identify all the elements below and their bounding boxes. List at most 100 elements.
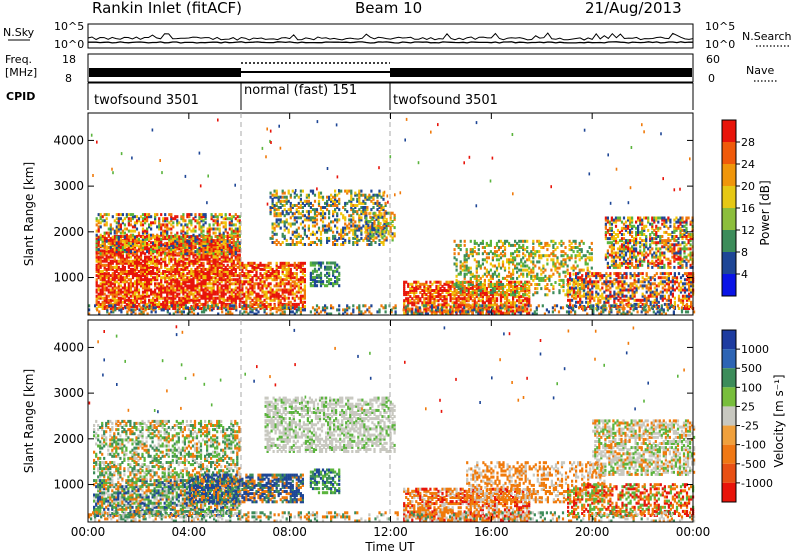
echo-cell	[403, 280, 406, 284]
echo-cell	[182, 239, 185, 243]
echo-cell	[293, 280, 296, 284]
echo-cell	[236, 280, 239, 284]
echo-cell	[198, 278, 201, 282]
echo-cell	[283, 234, 286, 238]
echo-cell	[299, 296, 302, 300]
echo-cell	[445, 303, 448, 307]
echo-cell	[365, 211, 368, 215]
echo-cell	[164, 300, 167, 304]
echo-cell	[95, 280, 98, 284]
echo-cell	[218, 261, 221, 265]
echo-cell	[291, 206, 294, 209]
echo-cell	[269, 276, 272, 280]
echo-cell	[259, 288, 262, 292]
echo-cell	[184, 257, 187, 261]
echo-cell	[289, 292, 292, 296]
echo-cell	[129, 286, 132, 290]
echo-cell	[285, 226, 288, 230]
echo-cell	[378, 189, 381, 193]
echo-cell	[465, 266, 468, 270]
echo-cell	[180, 243, 183, 247]
echo-cell	[380, 234, 383, 238]
echo-cell	[281, 280, 284, 284]
echo-cell	[230, 233, 233, 237]
echo-cell	[131, 233, 135, 237]
echo-cell	[178, 235, 181, 239]
echo-cell	[277, 206, 280, 209]
echo-cell	[455, 285, 458, 289]
echo-cell	[455, 243, 458, 247]
echo-cell	[473, 274, 476, 278]
echo-cell	[299, 278, 302, 282]
echo-cell	[148, 259, 151, 263]
echo-cell	[101, 292, 104, 296]
echo-cell	[508, 270, 511, 274]
echo-cell	[471, 284, 474, 288]
echo-cell	[512, 268, 515, 272]
echo-cell	[174, 259, 177, 263]
echo-cell	[196, 257, 199, 261]
echo-cell	[164, 278, 167, 282]
echo-cell	[208, 298, 211, 302]
echo-cell	[190, 229, 193, 233]
echo-cell	[170, 223, 173, 227]
echo-cell	[303, 218, 306, 222]
echo-cell	[200, 288, 203, 292]
echo-cell	[192, 251, 195, 255]
echo-cell	[293, 298, 296, 302]
echo-cell	[259, 272, 262, 276]
echo-cell	[485, 297, 488, 301]
echo-cell	[129, 294, 132, 298]
echo-cell	[431, 293, 434, 297]
echo-cell	[117, 290, 120, 294]
echo-cell	[121, 294, 124, 298]
echo-cell	[115, 270, 118, 273]
echo-cell	[127, 263, 130, 267]
echo-cell	[238, 253, 241, 257]
echo-cell	[427, 301, 430, 305]
echo-cell	[328, 224, 331, 228]
echo-cell	[281, 234, 284, 238]
echo-cell	[208, 252, 211, 256]
echo-cell	[129, 270, 132, 273]
echo-cell	[512, 309, 515, 313]
echo-cell	[301, 261, 304, 265]
echo-cell	[307, 228, 310, 232]
echo-cell	[97, 302, 100, 306]
echo-cell	[503, 311, 507, 315]
echo-cell	[467, 291, 470, 294]
echo-cell	[234, 294, 237, 298]
echo-cell	[330, 226, 333, 230]
echo-cell	[522, 289, 525, 293]
echo-cell	[95, 223, 98, 227]
echo-cell	[336, 199, 339, 203]
echo-cell	[125, 253, 128, 257]
echo-cell	[467, 307, 470, 311]
echo-cell	[285, 290, 288, 294]
echo-cell	[137, 217, 141, 221]
echo-cell	[160, 302, 163, 306]
echo-cell	[196, 292, 199, 296]
echo-cell	[131, 217, 135, 221]
echo-cell	[113, 253, 116, 257]
echo-cell	[461, 301, 464, 305]
echo-cell	[354, 234, 357, 238]
echo-cell	[135, 278, 139, 282]
echo-cell	[208, 294, 211, 298]
echo-cell	[180, 252, 183, 256]
echo-cell	[455, 301, 458, 305]
echo-cell	[338, 208, 341, 212]
echo-cell	[99, 217, 102, 221]
echo-cell	[334, 224, 337, 228]
echo-cell	[162, 272, 165, 276]
echo-cell	[170, 270, 173, 273]
echo-cell	[152, 278, 155, 282]
echo-cell	[192, 294, 195, 298]
echo-cell	[326, 195, 329, 199]
echo-cell	[95, 294, 98, 298]
echo-cell	[198, 288, 201, 292]
echo-cell	[194, 257, 197, 261]
echo-cell	[305, 210, 308, 214]
echo-cell	[287, 189, 290, 193]
echo-cell	[168, 213, 171, 217]
